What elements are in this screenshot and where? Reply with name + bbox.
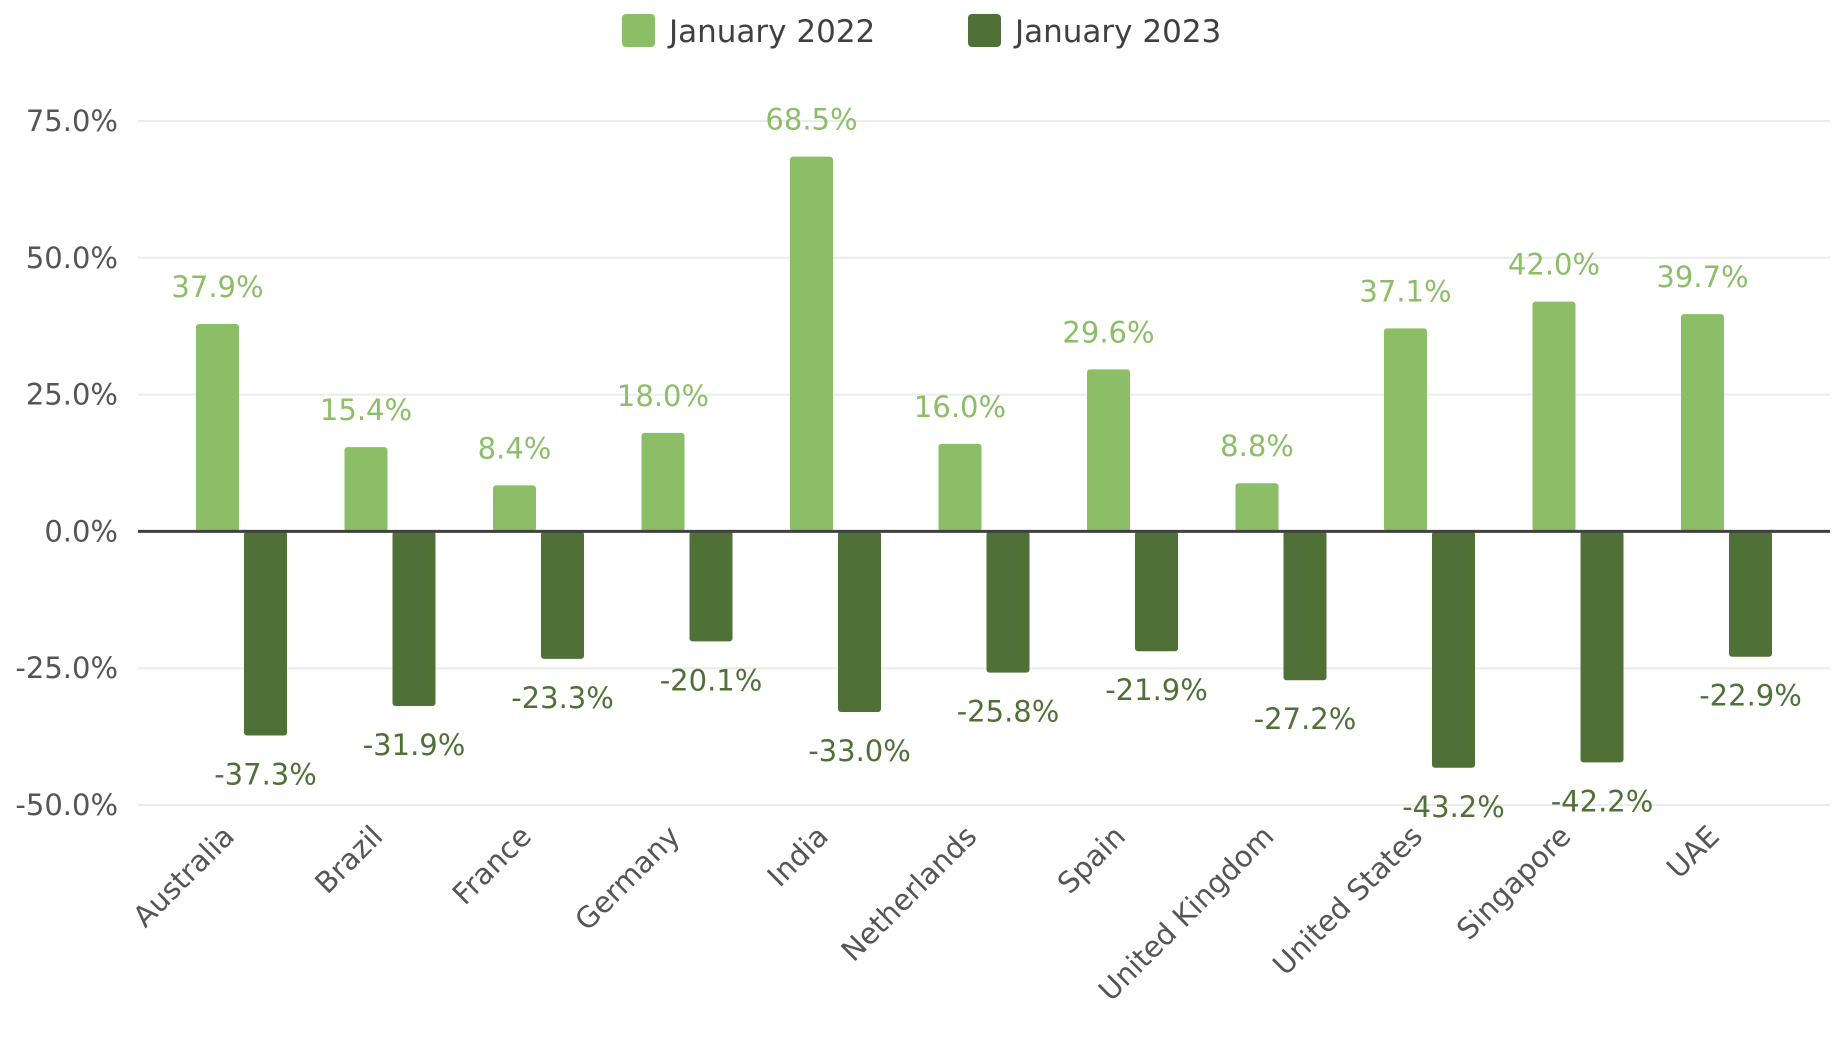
data-label-jan-2022-australia: 37.9% [171,270,263,304]
x-tick-label-germany: Germany [568,819,686,937]
bar-jan-2022-australia [196,324,239,532]
bar-jan-2023-australia [244,531,287,736]
x-tick-label-australia: Australia [126,819,241,934]
data-label-jan-2023-united-kingdom: -27.2% [1254,702,1357,736]
bar-jan-2022-uae [1681,314,1724,532]
data-label-jan-2022-brazil: 15.4% [320,393,412,427]
bar-jan-2023-germany [689,531,733,642]
y-tick-label: 25.0% [26,378,118,412]
data-label-jan-2023-netherlands: -25.8% [957,695,1060,729]
data-label-jan-2022-spain: 29.6% [1062,315,1154,349]
legend-swatch-january-2022 [622,14,655,47]
x-tick-label-france: France [446,819,538,911]
x-tick-label-singapore: Singapore [1450,819,1578,947]
bar-jan-2023-netherlands [986,531,1030,673]
bar-jan-2022-singapore [1532,301,1576,532]
y-tick-label: 50.0% [26,241,118,275]
data-label-jan-2023-spain: -21.9% [1105,673,1208,707]
data-label-jan-2023-singapore: -42.2% [1551,784,1654,818]
data-labels: 37.9% -37.3% 15.4% -31.9% 8.4% -23.3% 18.0% -20… [171,103,1801,824]
bar-jan-2023-united-kingdom [1283,531,1327,681]
x-tick-label-united-states: United States [1266,819,1429,982]
bar-jan-2022-united-kingdom [1235,483,1279,532]
data-label-jan-2023-india: -33.0% [808,734,911,768]
x-tick-label-india: India [761,819,835,893]
bar-jan-2023-uae [1729,531,1772,657]
bar-jan-2023-spain [1135,531,1178,652]
legend-label-january-2022: January 2022 [667,14,875,50]
y-tick-label: -25.0% [15,651,118,685]
bar-jan-2022-germany [641,432,685,532]
bar-jan-2022-netherlands [938,443,982,532]
data-label-jan-2022-uae: 39.7% [1656,260,1748,294]
y-tick-label: -50.0% [15,788,118,822]
data-label-jan-2022-united-kingdom: 8.8% [1220,429,1294,463]
data-label-jan-2023-brazil: -31.9% [363,728,466,762]
data-label-jan-2022-united-states: 37.1% [1359,274,1451,308]
data-label-jan-2023-germany: -20.1% [660,663,763,697]
legend-swatch-january-2023 [968,14,1001,47]
bar-jan-2022-india [790,156,833,532]
data-label-jan-2022-germany: 18.0% [617,379,709,413]
y-tick-label: 0.0% [44,514,118,548]
bars [196,156,1772,768]
data-label-jan-2023-united-states: -43.2% [1402,790,1505,824]
bar-jan-2023-singapore [1580,531,1624,763]
x-tick-label-netherlands: Netherlands [834,819,983,968]
bar-jan-2022-france [493,485,536,532]
bar-jan-2022-spain [1087,369,1130,532]
data-label-jan-2022-netherlands: 16.0% [914,390,1006,424]
data-label-jan-2023-uae: -22.9% [1699,679,1802,713]
x-axis-labels: Australia Brazil France Germany India Netherl… [126,819,1726,1008]
legend: January 2022 January 2023 [622,14,1221,50]
bar-jan-2023-united-states [1432,531,1475,768]
data-label-jan-2022-india: 68.5% [765,103,857,137]
bar-jan-2022-brazil [344,447,388,532]
data-label-jan-2023-france: -23.3% [511,681,614,715]
bar-jan-2023-india [838,531,881,712]
y-tick-label: 75.0% [26,104,118,138]
data-label-jan-2023-australia: -37.3% [214,758,317,792]
bar-jan-2022-united-states [1384,328,1427,532]
legend-label-january-2023: January 2023 [1013,14,1221,50]
y-axis-labels: 75.0% 50.0% 25.0% 0.0% -25.0% -50.0% [15,104,118,822]
data-label-jan-2022-france: 8.4% [478,431,552,465]
x-tick-label-brazil: Brazil [308,819,389,900]
x-tick-label-spain: Spain [1051,819,1132,900]
x-tick-label-uae: UAE [1660,819,1726,885]
data-label-jan-2022-singapore: 42.0% [1508,248,1600,282]
bar-jan-2023-brazil [392,531,436,706]
bar-jan-2023-france [541,531,584,659]
